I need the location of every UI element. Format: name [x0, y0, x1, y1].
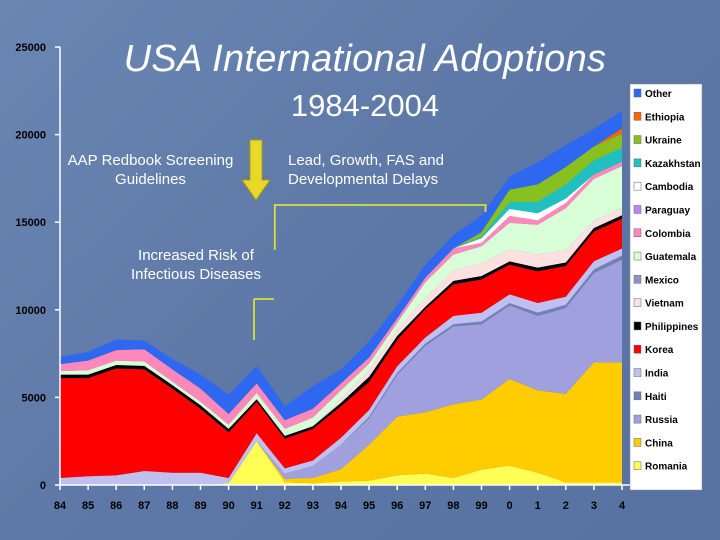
x-tick-label: 98	[447, 500, 459, 512]
legend-swatch	[633, 158, 642, 168]
area-vietnam	[60, 208, 622, 436]
chart-legend: Other Ethiopia Ukraine Kazakhstan Cambodia Pa…	[629, 83, 703, 491]
legend-swatch	[633, 88, 642, 98]
legend-label: Russia	[645, 415, 678, 426]
legend-label: Colombia	[645, 229, 691, 240]
y-tick-label: 5000	[22, 392, 46, 404]
legend-swatch	[633, 251, 642, 261]
x-tick-label: 89	[194, 500, 206, 512]
legend-label: Korea	[645, 345, 674, 356]
legend-label: Paraguay	[645, 205, 690, 216]
legend-label: Other	[645, 89, 672, 100]
x-tick-label: 0	[507, 500, 513, 512]
legend-label: Philippines	[645, 322, 699, 333]
slide-subtitle: 1984-2004	[290, 88, 440, 123]
y-tick-label: 0	[40, 480, 46, 492]
legend-swatch	[633, 391, 642, 401]
x-tick-label: 2	[563, 500, 569, 512]
x-tick-label: 88	[166, 500, 178, 512]
legend-label: India	[645, 369, 669, 380]
y-tick-label: 25000	[15, 42, 46, 54]
arrow-down-icon	[241, 139, 271, 201]
annotation-aap-guidelines: AAP Redbook Screening Guidelines	[67, 152, 234, 188]
legend-label: Ethiopia	[645, 112, 685, 123]
legend-swatch	[633, 181, 642, 191]
area-china	[60, 362, 622, 485]
risk-bracket	[253, 298, 274, 340]
legend-swatch	[633, 438, 642, 447]
legend-label: Guatemala	[645, 252, 697, 263]
legend-label: Cambodia	[645, 182, 694, 193]
x-tick-label: 84	[54, 500, 67, 512]
legend-swatch	[633, 321, 642, 331]
annotation-infectious-risk: Increased Risk of Infectious Diseases	[130, 247, 262, 283]
x-tick-label: 85	[82, 500, 94, 512]
x-tick-label: 86	[110, 500, 122, 512]
x-tick-label: 96	[391, 500, 403, 512]
legend-swatch	[633, 344, 642, 354]
legend-label: Haiti	[645, 392, 667, 403]
legend-label: Vietnam	[645, 299, 684, 310]
y-tick-label: 20000	[15, 130, 46, 142]
x-tick-label: 93	[307, 500, 319, 512]
y-tick-label: 15000	[15, 217, 46, 229]
legend-swatch	[633, 298, 642, 307]
area-korea	[60, 218, 622, 478]
legend-label: Mexico	[645, 275, 679, 286]
x-tick-label: 92	[279, 500, 291, 512]
x-tick-label: 91	[251, 500, 263, 512]
slide-title: USA International Adoptions	[123, 38, 607, 80]
legend-swatch	[633, 461, 642, 470]
x-tick-label: 99	[475, 500, 487, 512]
legend-label: China	[645, 438, 673, 449]
legend-swatch	[633, 275, 642, 284]
chart-axes: 0 5000 10000 15000 20000 25000 84 85 86 87 88 89 90 9…	[15, 42, 630, 512]
legend-swatch	[633, 112, 642, 121]
legend-swatch	[633, 414, 642, 424]
x-tick-label: 95	[363, 500, 375, 512]
area-layers	[60, 110, 622, 485]
legend-box	[629, 83, 703, 491]
legend-swatch	[633, 135, 642, 144]
x-tick-label: 97	[419, 500, 431, 512]
x-tick-label: 1	[535, 500, 541, 512]
chart-annotations	[241, 139, 487, 340]
legend-swatch	[633, 228, 642, 238]
legend-label: Kazakhstan	[645, 159, 701, 170]
x-tick-label: 3	[591, 500, 597, 512]
legend-swatch	[633, 205, 642, 214]
y-tick-label: 10000	[15, 305, 46, 317]
x-tick-label: 4	[619, 500, 626, 512]
x-tick-label: 87	[138, 500, 150, 512]
area-russia	[60, 259, 622, 485]
lead-bracket	[273, 204, 487, 250]
legend-swatch	[633, 368, 642, 377]
area-romania	[60, 441, 622, 485]
legend-label: Ukraine	[645, 136, 682, 147]
x-tick-label: 90	[222, 500, 234, 512]
legend-label: Romania	[645, 462, 688, 473]
annotation-lead-growth: Lead, Growth, FAS and Developmental Dela…	[288, 152, 444, 188]
x-tick-label: 94	[335, 500, 348, 512]
